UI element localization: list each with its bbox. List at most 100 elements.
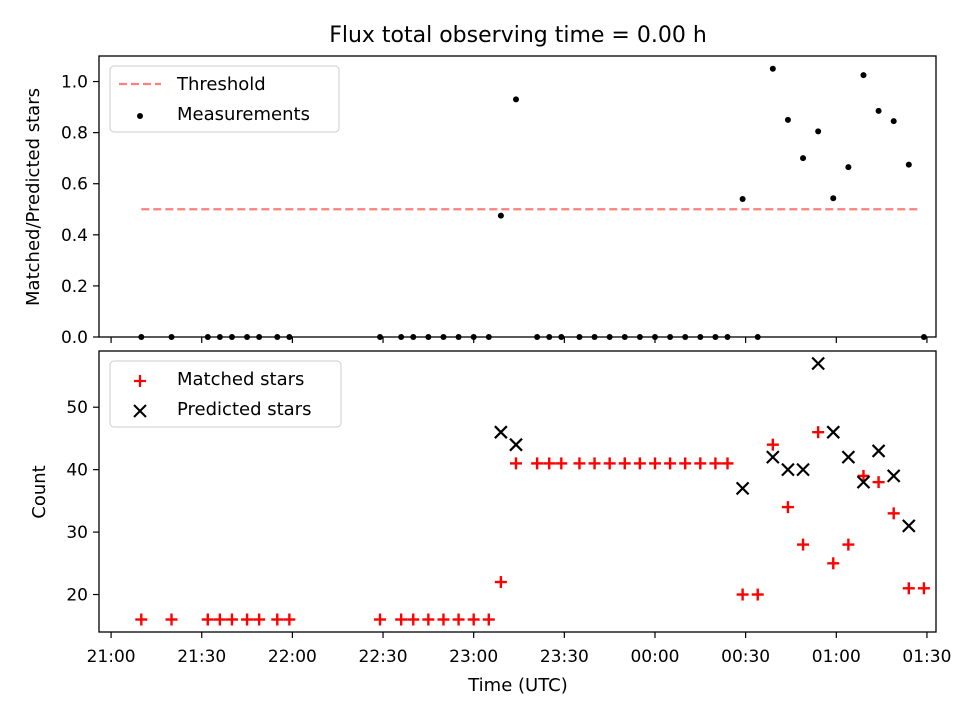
count-y-tick-label: 20 [66,586,88,606]
matched-star-point [135,613,148,626]
measurement-point [784,116,791,123]
count-y-axis: 20 30 40 50 [66,398,99,606]
predicted-star-point [871,444,886,458]
matched-star-point [482,613,495,626]
time-x-axis-label: Time (UTC) [467,675,568,696]
time-x-tick-label: 00:30 [721,647,770,667]
count-marks [135,356,930,626]
measurement-point [905,161,912,168]
matched-star-point [407,613,420,626]
ratio-y-tick-label: 0.2 [61,277,88,297]
time-x-tick-label: 01:30 [902,647,951,667]
measurement-point [497,212,504,219]
measurement-point [769,65,776,72]
predicted-star-point [766,450,780,464]
ratio-y-tick-label: 0.6 [61,175,88,195]
count-y-tick-label: 40 [66,461,88,481]
matched-star-point [751,588,764,601]
predicted-star-point [856,475,871,489]
measurement-point [890,118,897,125]
count-y-tick-label: 50 [66,398,88,418]
ratio-y-axis: 0.0 0.2 0.4 0.6 0.8 1.0 [61,73,99,348]
ratio-y-axis-label: Matched/Predicted stars [23,88,44,306]
matched-star-point [887,507,900,520]
count-legend: Matched stars Predicted stars [109,360,342,428]
matched-star-point [917,582,930,595]
predicted-star-point [902,519,916,533]
count-plot-frame [98,350,937,633]
matched-stars-legend-label: Matched stars [177,369,304,390]
measurement-point [815,128,822,135]
time-x-tick-label: 23:30 [540,647,589,667]
matched-star-point [603,457,616,470]
matched-star-point [573,457,586,470]
predicted-star-point [494,425,508,439]
ratio-legend-box [109,65,340,133]
measurement-point [860,72,867,79]
predicted-star-point [886,469,901,483]
time-x-tick-label: 22:00 [268,647,317,667]
matched-star-point [648,457,661,470]
count-y-tick-label: 30 [66,523,88,543]
matched-star-point [374,613,387,626]
matched-star-point [543,457,556,470]
matched-star-point [422,613,435,626]
matched-star-point [494,576,507,589]
matched-star-point [253,613,266,626]
matched-star-point [797,538,810,551]
matched-star-point [618,457,631,470]
measurement-point [830,195,837,202]
ratio-plot-frame [98,55,937,338]
predicted-star-point [509,437,523,452]
matched-star-point [395,613,408,626]
matched-star-point [555,457,568,470]
matched-star-point [812,426,825,439]
matched-star-point [467,613,480,626]
matched-star-point [271,613,284,626]
matched-star-point [857,469,870,482]
predicted-stars-legend-label: Predicted stars [177,399,311,420]
ratio-y-tick-label: 0.8 [61,124,88,144]
ratio-y-tick-label: 0.0 [61,328,88,348]
matched-star-point [766,438,779,451]
chart-title: Flux total observing time = 0.00 h [329,23,707,48]
time-x-tick-label: 21:00 [87,647,136,667]
predicted-star-point [811,356,825,371]
matched-star-point [736,588,749,601]
ratio-x-ticks [110,337,928,343]
matched-star-point [694,457,707,470]
matched-star-point [452,613,465,626]
ratio-legend: Threshold Measurements [109,65,340,133]
time-x-tick-label: 01:00 [812,647,861,667]
threshold-legend-label: Threshold [176,74,266,95]
ratio-panel: 0.0 0.2 0.4 0.6 0.8 1.0 Matched/Predicted sta… [23,55,937,348]
predicted-star-point [796,462,810,477]
time-x-tick-label: 00:00 [630,647,679,667]
matched-star-point [213,613,226,626]
matched-star-point [664,457,677,470]
matched-star-point [709,457,722,470]
matched-star-point [531,457,544,470]
time-x-tick-label: 21:30 [177,647,226,667]
matched-stars-legend-swatch [134,375,146,387]
ratio-y-tick-label: 0.4 [61,226,88,246]
measurements-legend-swatch [137,113,143,119]
matched-star-point [902,582,915,595]
measurements-legend-label: Measurements [177,104,310,125]
predicted-star-point [841,450,856,464]
measurement-point [800,155,807,162]
predicted-star-point [735,481,750,496]
time-x-tick-label: 23:00 [449,647,498,667]
matched-star-point [679,457,692,470]
matched-star-point [872,476,885,489]
time-x-tick-label: 22:30 [359,647,408,667]
measurement-point [512,96,519,103]
matched-star-point [225,613,238,626]
time-x-axis: 21:00 21:30 22:00 22:30 23:00 23:30 00:00 00:30… [87,632,951,667]
matched-star-point [781,501,794,514]
matched-star-point [721,457,734,470]
predicted-stars-legend-swatch [133,404,147,418]
predicted-star-point [781,462,795,477]
matched-star-point [283,613,296,626]
count-legend-box [109,360,342,428]
